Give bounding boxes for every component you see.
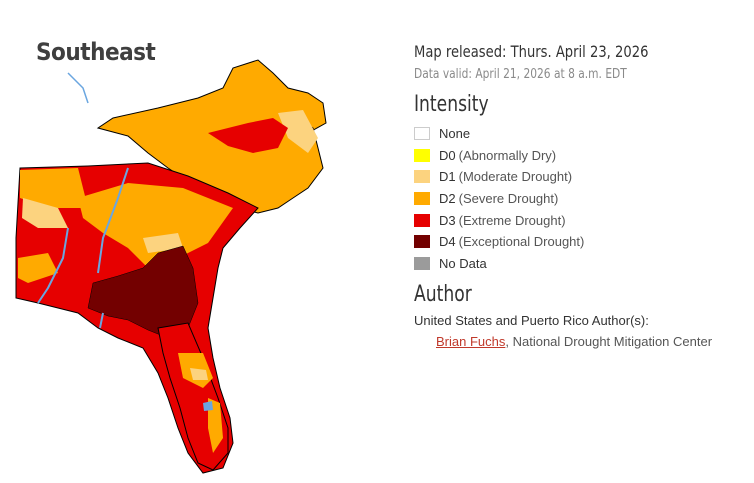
legend-code: D0 [439, 147, 456, 163]
legend-code: D2 [439, 191, 456, 207]
legend-code: No Data [439, 255, 487, 271]
author-org: , National Drought Mitigation Center [505, 334, 713, 350]
legend-item: D4 (Exceptional Drought) [414, 231, 744, 253]
author-link[interactable]: Brian Fuchs [436, 334, 506, 350]
legend-swatch [414, 192, 430, 206]
legend-swatch [414, 170, 430, 184]
intensity-heading: Intensity [414, 92, 489, 117]
data-valid: Data valid: April 21, 2026 at 8 a.m. EDT [414, 67, 627, 82]
legend-swatch [414, 148, 430, 162]
legend-desc: (Exceptional Drought) [458, 234, 585, 250]
legend-code: None [439, 126, 471, 142]
legend-swatch [414, 213, 430, 227]
legend: None D0 (Abnormally Dry) D1 (Moderate Drough… [414, 123, 744, 274]
legend-desc: (Severe Drought) [458, 191, 559, 207]
legend-swatch [414, 256, 430, 270]
legend-item: No Data [414, 253, 744, 275]
legend-swatch [414, 127, 430, 141]
author-subheading: United States and Puerto Rico Author(s): [414, 313, 649, 329]
legend-desc: (Abnormally Dry) [458, 147, 557, 163]
author-entry: Brian Fuchs, National Drought Mitigation… [436, 334, 744, 349]
legend-code: D4 [439, 234, 456, 250]
legend-code: D1 [439, 169, 456, 185]
map-released: Map released: Thurs. April 23, 2026 [414, 42, 649, 61]
author-heading: Author [414, 282, 472, 308]
legend-desc: (Moderate Drought) [458, 169, 573, 185]
legend-swatch [414, 235, 430, 249]
info-panel: Map released: Thurs. April 23, 2026 Data… [414, 42, 744, 349]
drought-map [15, 59, 327, 474]
legend-item: D3 (Extreme Drought) [414, 209, 744, 231]
legend-item: None [414, 123, 744, 145]
legend-item: D2 (Severe Drought) [414, 188, 744, 210]
legend-item: D0 (Abnormally Dry) [414, 145, 744, 167]
legend-item: D1 (Moderate Drought) [414, 166, 744, 188]
legend-code: D3 [439, 212, 456, 228]
legend-desc: (Extreme Drought) [458, 212, 566, 228]
region-title: Southeast [36, 38, 156, 66]
